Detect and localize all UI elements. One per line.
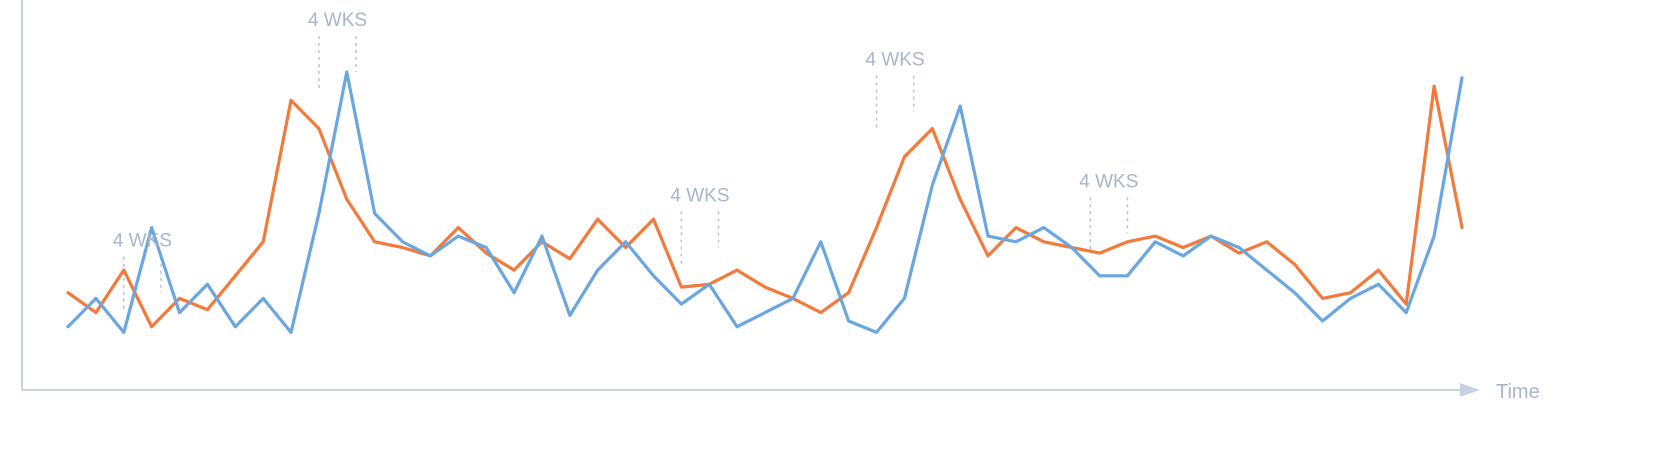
annotation-label-5: 4 WKS <box>1079 171 1138 192</box>
annotation-label-3: 4 WKS <box>670 185 729 206</box>
axes: Time <box>21 0 1540 403</box>
series-line-2 <box>66 70 1464 334</box>
annotation-guides <box>123 36 1129 313</box>
x-axis-label: Time <box>1496 381 1540 403</box>
x-axis-arrow-icon <box>1460 383 1480 397</box>
annotation-label-1: 4 WKS <box>113 231 172 252</box>
annotation-label-4: 4 WKS <box>866 50 925 71</box>
annotation-labels: 4 WKS 4 WKS 4 WKS 4 WKS 4 WKS <box>113 10 1139 252</box>
series-lines <box>66 70 1464 334</box>
series-line-1 <box>66 84 1464 329</box>
annotation-label-2: 4 WKS <box>308 10 367 31</box>
